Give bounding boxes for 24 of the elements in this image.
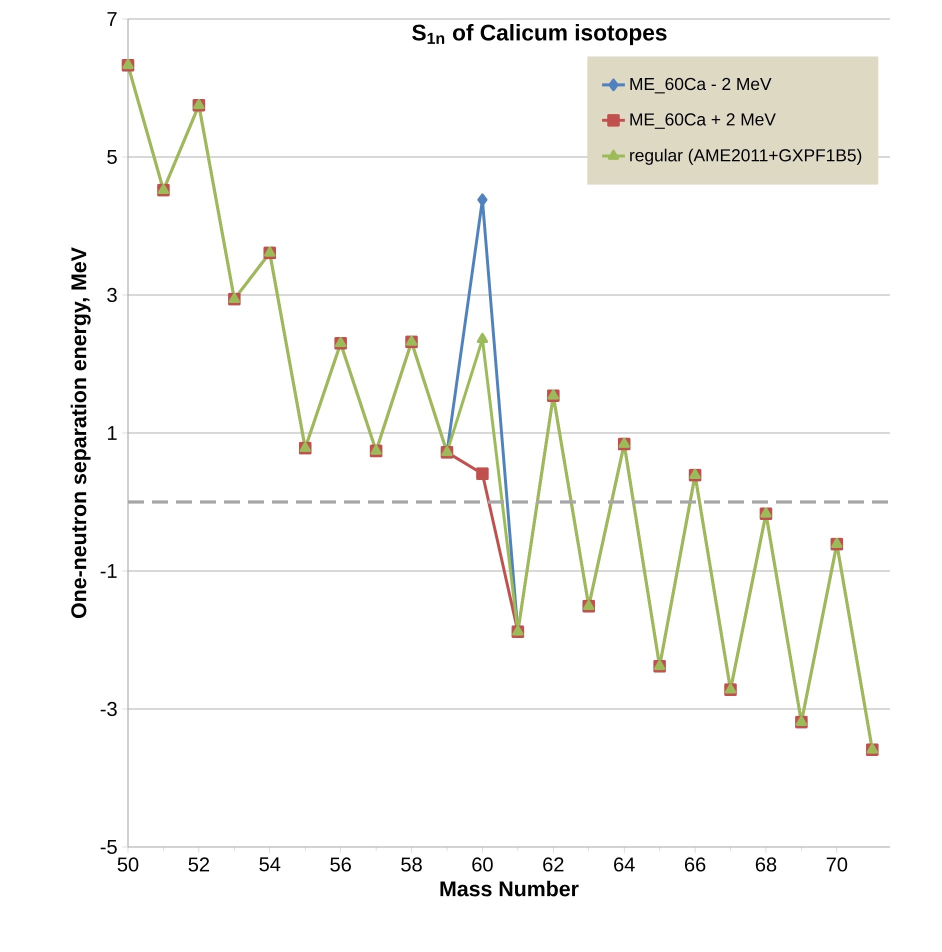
y-tick-label: -1 — [100, 564, 117, 578]
chart-title: S$_{1n}$ of Calicum isotopes — [412, 24, 667, 46]
y-tick-label: -5 — [100, 840, 117, 854]
x-tick-label: 64 — [614, 857, 635, 872]
legend-label: regular (AME2011+GXPF1B5) — [630, 148, 862, 165]
y-tick-label: 1 — [108, 426, 117, 440]
x-tick-label: 56 — [330, 857, 351, 872]
x-tick-label: 50 — [118, 857, 138, 872]
legend-label: ME_60Ca - 2 MeV — [630, 78, 772, 94]
x-tick-label: 66 — [684, 857, 706, 872]
y-tick-label: 3 — [107, 288, 117, 302]
x-tick-label: 68 — [756, 857, 776, 872]
legend-label: ME_60Ca + 2 MeV — [630, 113, 776, 129]
y-tick-label: -3 — [100, 702, 117, 716]
x-axis-title: Mass Number — [440, 880, 579, 896]
x-tick-label: 62 — [543, 857, 564, 872]
y-tick-label: 5 — [107, 150, 117, 164]
y-tick-label: 7 — [108, 12, 117, 26]
x-tick-label: 52 — [188, 857, 210, 872]
x-tick-label: 58 — [401, 857, 422, 872]
x-tick-label: 60 — [472, 857, 493, 872]
x-tick-label: 70 — [826, 857, 848, 872]
x-tick-label: 54 — [259, 857, 280, 872]
y-axis-title: One-neutron separation energy, MeV — [70, 247, 91, 618]
